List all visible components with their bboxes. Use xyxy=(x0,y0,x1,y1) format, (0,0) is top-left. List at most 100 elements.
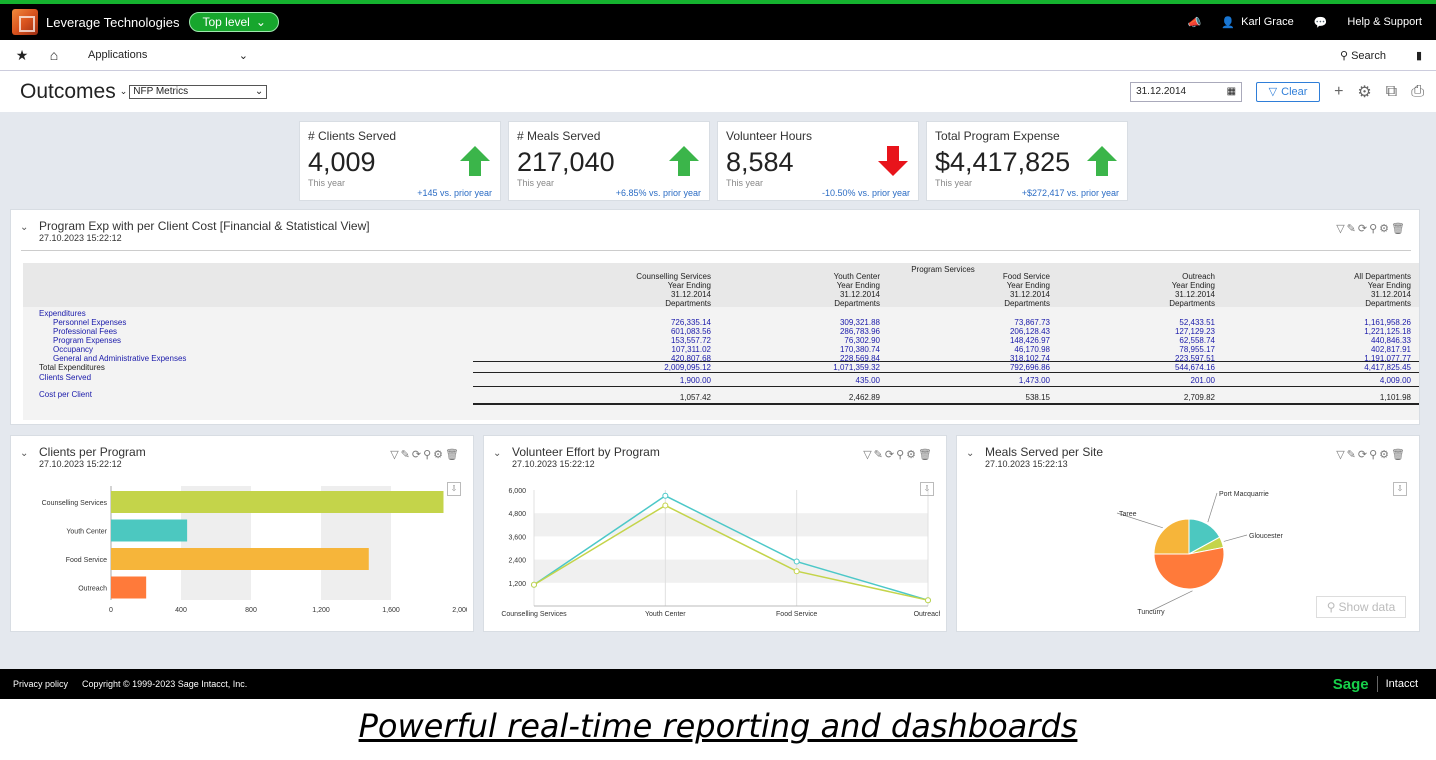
star-icon[interactable]: ★ xyxy=(12,47,32,64)
cell-value[interactable]: 4,009.00 xyxy=(1271,376,1411,385)
bar[interactable] xyxy=(111,491,444,513)
privacy-policy-link[interactable]: Privacy policy xyxy=(13,679,68,689)
gear-icon[interactable]: ⚙ xyxy=(1357,82,1371,102)
bar[interactable] xyxy=(111,548,369,570)
grid-band xyxy=(534,560,928,583)
as-of-date-input[interactable]: 31.12.2014 ▦ xyxy=(1130,82,1242,102)
cell-value[interactable]: 440,846.33 xyxy=(1271,336,1411,345)
cell-value[interactable]: 726,335.14 xyxy=(571,318,711,327)
cell-value[interactable]: 544,674.16 xyxy=(1075,363,1215,372)
announcements-icon[interactable]: 📣 xyxy=(1188,16,1202,29)
export-chart-icon[interactable]: ⇩ xyxy=(920,482,934,496)
panel-toolbar[interactable]: ▽✎⟳⚲⚙🗑 xyxy=(1336,222,1407,235)
chat-icon[interactable]: 💬 xyxy=(1314,16,1328,29)
cell-value[interactable]: 76,302.90 xyxy=(740,336,880,345)
entity-level-selector[interactable]: Top level ⌄ xyxy=(189,12,278,32)
row-label[interactable]: Expenditures xyxy=(39,309,86,318)
cell-value[interactable]: 792,696.86 xyxy=(910,363,1050,372)
print-icon[interactable]: ⎙ xyxy=(1411,83,1424,101)
cell-value[interactable]: 148,426.97 xyxy=(910,336,1050,345)
kpi-card[interactable]: Total Program Expense $4,417,825 This ye… xyxy=(926,121,1128,201)
cell-value[interactable]: 402,817.91 xyxy=(1271,345,1411,354)
cell-value[interactable]: 78,955.17 xyxy=(1075,345,1215,354)
collapse-chevron-icon[interactable]: ⌄ xyxy=(493,448,501,459)
cell-value[interactable]: 153,557.72 xyxy=(571,336,711,345)
panel-toolbar[interactable]: ▽✎⟳⚲⚙🗑 xyxy=(390,448,461,461)
row-label[interactable]: Cost per Client xyxy=(39,390,92,399)
cell-value[interactable]: 1,221,125.18 xyxy=(1271,327,1411,336)
cell-value[interactable]: 1,900.00 xyxy=(571,376,711,385)
panel-toolbar[interactable]: ▽✎⟳⚲⚙🗑 xyxy=(863,448,934,461)
cell-value[interactable]: 170,380.74 xyxy=(740,345,880,354)
add-icon[interactable]: + xyxy=(1334,83,1343,101)
panel-toolbar[interactable]: ▽✎⟳⚲⚙🗑 xyxy=(1336,448,1407,461)
kpi-value: 217,040 xyxy=(517,147,615,178)
column-header-line: Year Ending xyxy=(551,281,711,290)
search-button[interactable]: ⚲ Search xyxy=(1340,49,1386,62)
data-point[interactable] xyxy=(663,503,668,508)
show-data-button[interactable]: ⚲ Show data xyxy=(1316,596,1406,618)
row-label[interactable]: Program Expenses xyxy=(53,336,121,345)
cell-value[interactable]: 62,558.74 xyxy=(1075,336,1215,345)
rule-line xyxy=(473,403,1419,405)
copy-icon[interactable]: ⧉ xyxy=(1386,83,1397,101)
row-label[interactable]: Clients Served xyxy=(39,373,91,382)
row-label[interactable]: Professional Fees xyxy=(53,327,117,336)
cell-value[interactable]: 206,128.43 xyxy=(910,327,1050,336)
cell-value[interactable]: 46,170.98 xyxy=(910,345,1050,354)
cell-value[interactable]: 309,321.88 xyxy=(740,318,880,327)
search-icon: ⚲ xyxy=(1340,50,1351,62)
metric-selector[interactable]: ⌄ NFP Metrics ⌄ xyxy=(120,85,268,99)
pie-slice[interactable] xyxy=(1154,519,1189,554)
cell-value[interactable]: 52,433.51 xyxy=(1075,318,1215,327)
x-tick-label: 1,600 xyxy=(382,607,400,614)
help-support-link[interactable]: Help & Support xyxy=(1347,16,1422,28)
data-point[interactable] xyxy=(663,493,668,498)
kpi-label: # Meals Served xyxy=(517,129,600,143)
kpi-card[interactable]: # Clients Served 4,009 This year +145 vs… xyxy=(299,121,501,201)
brand-name: Sage xyxy=(1333,676,1369,693)
export-chart-icon[interactable]: ⇩ xyxy=(447,482,461,496)
clear-filter-button[interactable]: ▽ Clear xyxy=(1256,82,1320,102)
clients-per-program-panel: ⌄ Clients per Program 27.10.2023 15:22:1… xyxy=(10,435,474,632)
data-point[interactable] xyxy=(794,569,799,574)
company-logo xyxy=(12,9,38,35)
cell-value[interactable]: 2,009,095.12 xyxy=(571,363,711,372)
data-point[interactable] xyxy=(926,598,931,603)
row-label[interactable]: Personnel Expenses xyxy=(53,318,126,327)
bar[interactable] xyxy=(111,577,146,599)
row-label[interactable]: General and Administrative Expenses xyxy=(53,354,186,363)
cell-value: 2,462.89 xyxy=(740,393,880,402)
collapse-chevron-icon[interactable]: ⌄ xyxy=(20,222,28,233)
bookmark-icon[interactable]: ▮ xyxy=(1416,49,1422,62)
cell-value[interactable]: 435.00 xyxy=(740,376,880,385)
collapse-chevron-icon[interactable]: ⌄ xyxy=(20,448,28,459)
cell-value[interactable]: 601,083.56 xyxy=(571,327,711,336)
kpi-card[interactable]: Volunteer Hours 8,584 This year -10.50% … xyxy=(717,121,919,201)
cell-value[interactable]: 73,867.73 xyxy=(910,318,1050,327)
data-point[interactable] xyxy=(532,582,537,587)
cell-value[interactable]: 286,783.96 xyxy=(740,327,880,336)
data-point[interactable] xyxy=(794,559,799,564)
top-bar: Leverage Technologies Top level ⌄ 📣 👤 Kar… xyxy=(0,0,1436,40)
export-chart-icon[interactable]: ⇩ xyxy=(1393,482,1407,496)
cell-value[interactable]: 107,311.02 xyxy=(571,345,711,354)
row-label[interactable]: Occupancy xyxy=(53,345,93,354)
cell-value[interactable]: 1,161,958.26 xyxy=(1271,318,1411,327)
home-icon[interactable]: ⌂ xyxy=(44,47,64,63)
report-table: Program Services Counselling Services Yea… xyxy=(23,263,1419,420)
x-tick-label: Counselling Services xyxy=(501,611,567,618)
cell-value[interactable]: 4,417,825.45 xyxy=(1271,363,1411,372)
bar[interactable] xyxy=(111,520,187,542)
applications-menu[interactable]: Applications ⌄ xyxy=(88,49,248,62)
collapse-chevron-icon[interactable]: ⌄ xyxy=(966,448,974,459)
cell-value[interactable]: 1,473.00 xyxy=(910,376,1050,385)
cell-value[interactable]: 1,071,359.32 xyxy=(740,363,880,372)
search-label: Search xyxy=(1351,50,1386,62)
cell-value[interactable]: 201.00 xyxy=(1075,376,1215,385)
arrow-up-icon xyxy=(1085,144,1119,178)
user-menu[interactable]: 👤 Karl Grace xyxy=(1221,16,1293,29)
kpi-card[interactable]: # Meals Served 217,040 This year +6.85% … xyxy=(508,121,710,201)
cell-value[interactable]: 127,129.23 xyxy=(1075,327,1215,336)
series-line[interactable] xyxy=(534,496,928,600)
